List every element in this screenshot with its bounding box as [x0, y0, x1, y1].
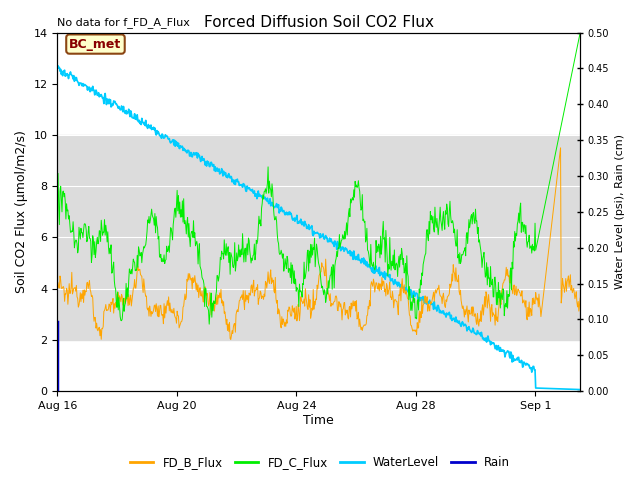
Bar [58, 135, 580, 340]
Legend: FD_B_Flux, FD_C_Flux, WaterLevel, Rain: FD_B_Flux, FD_C_Flux, WaterLevel, Rain [125, 452, 515, 474]
Y-axis label: Soil CO2 Flux (μmol/m2/s): Soil CO2 Flux (μmol/m2/s) [15, 131, 28, 293]
Text: No data for f_FD_A_Flux: No data for f_FD_A_Flux [58, 17, 190, 28]
Text: BC_met: BC_met [69, 37, 122, 50]
Y-axis label: Water Level (psi), Rain (cm): Water Level (psi), Rain (cm) [615, 134, 625, 289]
X-axis label: Time: Time [303, 414, 334, 427]
Title: Forced Diffusion Soil CO2 Flux: Forced Diffusion Soil CO2 Flux [204, 15, 434, 30]
